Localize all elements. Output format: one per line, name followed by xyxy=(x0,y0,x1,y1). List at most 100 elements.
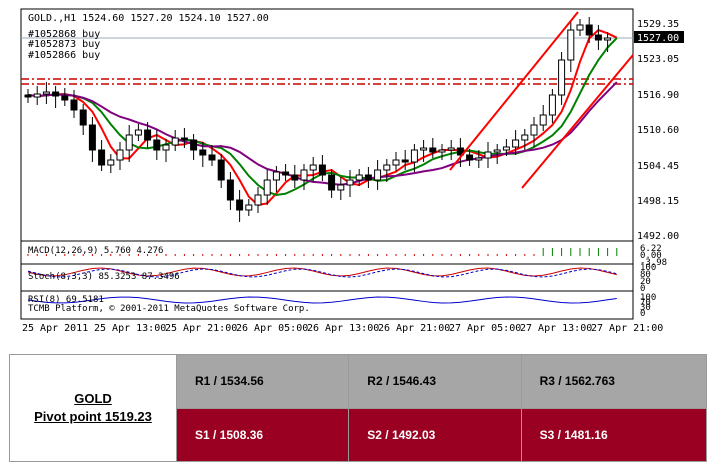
candle-body xyxy=(190,139,198,151)
price-tick: 1510.60 xyxy=(637,125,679,136)
candle-body xyxy=(79,109,87,126)
price-tick: 1523.05 xyxy=(637,54,679,65)
order-label-2: #1052873 buy xyxy=(28,39,100,50)
copyright-label: TCMB Platform, © 2001-2011 MetaQuotes So… xyxy=(28,304,310,314)
candle-body xyxy=(226,179,234,201)
candle-body xyxy=(328,174,336,191)
candle-body xyxy=(567,29,575,61)
candle-body xyxy=(604,37,612,41)
candle-body xyxy=(364,174,372,181)
candle-body xyxy=(61,95,69,101)
time-tick: 26 Apr 21:00 xyxy=(378,323,450,334)
candle-body xyxy=(401,159,409,163)
candle-body xyxy=(33,93,41,98)
price-axis: 1529.35 1523.05 1516.90 1510.60 1504.45 … xyxy=(637,19,679,242)
time-axis: 25 Apr 2011 25 Apr 13:00 25 Apr 21:00 26… xyxy=(22,323,663,334)
candle-body xyxy=(162,144,170,151)
order-label-3: #1052866 buy xyxy=(28,50,100,61)
candle-body xyxy=(493,149,501,153)
trend-lines[interactable] xyxy=(449,11,634,189)
price-tick: 1492.00 xyxy=(637,231,679,242)
price-tick: 1516.90 xyxy=(637,90,679,101)
stoch-tick: 100 xyxy=(640,263,656,273)
candle-body xyxy=(24,94,32,98)
time-tick: 27 Apr 13:00 xyxy=(520,323,592,334)
chart-frame xyxy=(20,8,634,320)
stoch-main-line xyxy=(27,267,617,277)
candle-body xyxy=(429,147,437,153)
price-tick: 1529.35 xyxy=(637,19,679,30)
rsi-main-line xyxy=(27,296,617,304)
s1-cell: S1 / 1508.36 xyxy=(175,407,350,462)
candle-body xyxy=(447,147,455,151)
candle-body xyxy=(512,139,520,148)
candle-body xyxy=(144,129,152,141)
price-tick: 1504.45 xyxy=(637,161,679,172)
candle-body xyxy=(107,159,115,166)
candle-body xyxy=(199,149,207,156)
candlesticks xyxy=(24,17,612,222)
candle-body xyxy=(236,199,244,211)
candle-body xyxy=(52,91,60,97)
time-tick: 26 Apr 13:00 xyxy=(307,323,379,334)
candle-body xyxy=(502,146,510,151)
candle-body xyxy=(466,154,474,161)
candle-body xyxy=(475,157,483,161)
candle-body xyxy=(558,59,566,96)
current-price-badge xyxy=(634,31,684,43)
candle-body xyxy=(171,137,179,146)
candle-body xyxy=(116,149,124,161)
candle-body xyxy=(392,159,400,166)
candle-body xyxy=(153,139,161,151)
candle-body xyxy=(217,159,225,181)
macd-tick: -3.98 xyxy=(640,258,667,268)
macd-label: MACD(12,26,9) 5.760 4.276 xyxy=(28,246,163,256)
rsi-tick: 100 xyxy=(640,293,656,303)
pivot-symbol-cell: GOLD Pivot point 1519.23 xyxy=(9,354,177,462)
candle-body xyxy=(346,179,354,186)
candle-body xyxy=(42,91,50,95)
rsi-tick: 70 xyxy=(640,298,651,308)
s3-cell: S3 / 1481.16 xyxy=(520,407,708,462)
price-chart[interactable]: GOLD.,H1 1524.60 1527.20 1524.10 1527.00… xyxy=(0,0,716,345)
macd-tick: 0.00 xyxy=(640,251,662,261)
rsi-tick: 0 xyxy=(640,309,645,319)
candle-body xyxy=(548,94,556,116)
candle-body xyxy=(337,184,345,191)
slow-ma-line xyxy=(27,81,618,186)
candle-body xyxy=(521,134,529,141)
stoch-tick: 80 xyxy=(640,270,651,280)
candle-body xyxy=(539,114,547,126)
trend-line-lower xyxy=(521,54,634,189)
macd-tick: 6.22 xyxy=(640,244,662,254)
candle-body xyxy=(98,149,106,166)
r1-cell: R1 / 1534.56 xyxy=(175,354,350,409)
candle-body xyxy=(410,149,418,163)
candle-body xyxy=(180,137,188,141)
candle-body xyxy=(576,24,584,31)
candle-body xyxy=(530,124,538,136)
candle-body xyxy=(438,149,446,153)
candle-body xyxy=(309,164,317,171)
symbol-label[interactable]: GOLD xyxy=(74,391,112,406)
rsi-line xyxy=(27,296,617,304)
candle-body xyxy=(208,154,216,161)
candle-body xyxy=(88,124,96,151)
candle-body xyxy=(420,147,428,151)
current-price-label: 1527.00 xyxy=(637,33,679,44)
trend-line-upper xyxy=(449,11,579,171)
order-level-lines xyxy=(21,37,633,85)
pivot-table: GOLD Pivot point 1519.23 R1 / 1534.56 R2… xyxy=(9,354,708,462)
candle-body xyxy=(125,134,133,151)
time-tick: 25 Apr 13:00 xyxy=(94,323,166,334)
stochastic-lines xyxy=(27,267,617,278)
s2-cell: S2 / 1492.03 xyxy=(348,407,522,462)
time-tick: 26 Apr 05:00 xyxy=(236,323,308,334)
candle-body xyxy=(594,34,602,41)
time-tick: 25 Apr 21:00 xyxy=(165,323,237,334)
pivot-point-label[interactable]: Pivot point 1519.23 xyxy=(34,409,152,424)
r2-cell: R2 / 1546.43 xyxy=(348,354,522,409)
candle-body xyxy=(355,174,363,181)
candle-body xyxy=(70,99,78,111)
candle-body xyxy=(291,174,299,181)
